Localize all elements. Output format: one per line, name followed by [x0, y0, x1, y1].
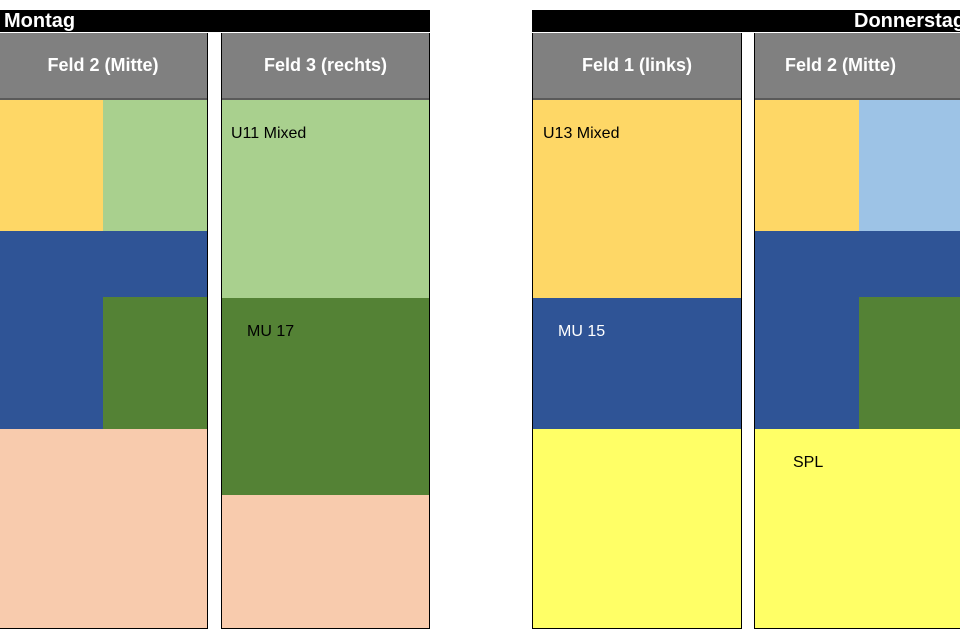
field-column-feld2-donnerstag: Feld 2 (Mitte) SPL [754, 33, 960, 629]
column-header: Feld 1 (links) [533, 33, 741, 100]
slot-block-salmon[interactable] [222, 495, 429, 628]
slot-block-u11-mixed[interactable]: U11 Mixed [222, 100, 429, 298]
column-header-label: Feld 3 (rechts) [263, 55, 388, 75]
slot-block-blue[interactable] [0, 297, 103, 429]
slot-block-u13-mixed[interactable]: U13 Mixed [533, 100, 741, 298]
slot-block-blue[interactable] [755, 231, 960, 297]
slot-label: SPL [793, 454, 824, 471]
slot-block-dark-green[interactable] [103, 297, 207, 429]
slot-block-orange[interactable] [755, 100, 859, 231]
slot-block-dark-green[interactable] [859, 297, 960, 429]
slot-block-yellow[interactable] [533, 429, 741, 628]
column-header: Feld 2 (Mitte) [755, 33, 960, 100]
field-column-feld1-donnerstag: Feld 1 (links) U13 Mixed MU 15 [532, 33, 742, 629]
slot-block-light-green[interactable] [103, 100, 207, 231]
day-title-bar: Montag [0, 10, 430, 32]
column-header-label: Feld 2 (Mitte) [47, 55, 159, 75]
slot-block-blue[interactable] [0, 231, 207, 297]
slot-label: MU 17 [247, 323, 295, 340]
slot-label: MU 15 [558, 323, 606, 340]
slot-block-spl[interactable]: SPL [755, 429, 960, 628]
day-title-bar: Donnerstag [532, 10, 960, 32]
slot-block-salmon[interactable] [0, 429, 207, 628]
field-column-feld3-montag: Feld 3 (rechts) U11 Mixed MU 17 [221, 33, 430, 629]
column-header-label: Feld 1 (links) [581, 55, 693, 75]
slot-label: U13 Mixed [543, 125, 620, 142]
column-header-label: Feld 2 (Mitte) [785, 55, 896, 75]
slot-block-mu17[interactable]: MU 17 [222, 298, 429, 495]
column-header: Feld 3 (rechts) [222, 33, 429, 100]
slot-block-blue[interactable] [755, 297, 859, 429]
slot-block-mu15[interactable]: MU 15 [533, 298, 741, 429]
day-title: Montag [4, 10, 76, 32]
column-header: Feld 2 (Mitte) [0, 33, 207, 100]
day-title: Donnerstag [854, 10, 960, 32]
slot-block-orange[interactable] [0, 100, 103, 231]
slot-label: U11 Mixed [231, 125, 307, 142]
slot-block-light-blue[interactable] [859, 100, 960, 231]
field-column-feld2-montag: Feld 2 (Mitte) [0, 33, 208, 629]
